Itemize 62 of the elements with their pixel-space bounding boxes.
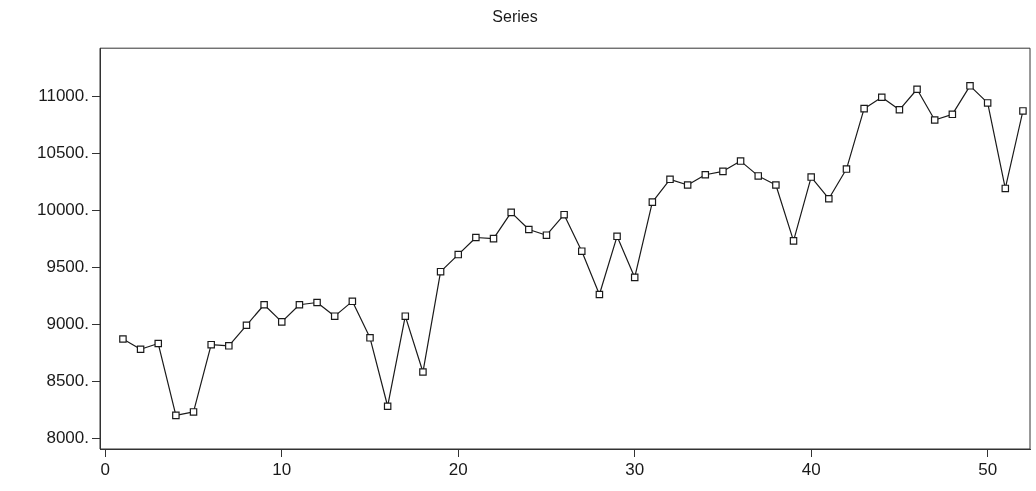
- point: [701, 170, 710, 179]
- y-tick-label: 10000.: [37, 199, 89, 219]
- y-tick-label: 9000.: [46, 313, 89, 333]
- y-tick-label: 9500.: [46, 256, 89, 276]
- point: [877, 93, 886, 102]
- point: [454, 250, 463, 259]
- x-tick-label: 10: [272, 459, 292, 479]
- point: [295, 300, 304, 309]
- point: [401, 312, 410, 320]
- point: [277, 318, 286, 326]
- point: [260, 300, 268, 309]
- point: [930, 116, 939, 124]
- point: [683, 181, 692, 189]
- x-tick-label: 0: [100, 459, 111, 479]
- point: [613, 232, 621, 241]
- point: [119, 335, 127, 343]
- y-tick-label: 8000.: [46, 427, 89, 447]
- point: [1019, 107, 1027, 115]
- point: [189, 408, 198, 416]
- point: [542, 231, 551, 239]
- point: [789, 237, 798, 245]
- x-tick-label: 50: [978, 459, 998, 479]
- point: [983, 99, 992, 107]
- chart-title: Series: [492, 8, 538, 26]
- point: [577, 247, 586, 255]
- point: [630, 273, 639, 282]
- point: [525, 225, 533, 234]
- point: [807, 173, 815, 181]
- point: [383, 402, 392, 411]
- point: [436, 267, 445, 276]
- x-tick-label: 30: [625, 459, 645, 479]
- point: [419, 368, 427, 376]
- point: [154, 339, 163, 348]
- point: [772, 181, 780, 189]
- point: [825, 194, 833, 203]
- point: [648, 198, 657, 206]
- point: [225, 342, 233, 350]
- point: [666, 175, 674, 184]
- y-tick-label: 8500.: [46, 370, 89, 390]
- point: [860, 104, 868, 113]
- point: [719, 167, 727, 176]
- point: [842, 165, 851, 173]
- point: [313, 298, 321, 307]
- y-tick-label: 10500.: [37, 142, 89, 162]
- point: [136, 345, 145, 354]
- point: [366, 334, 374, 342]
- point: [207, 340, 215, 349]
- y-tick-label: 11000.: [38, 85, 89, 105]
- point: [242, 321, 251, 330]
- point: [895, 105, 904, 114]
- point: [507, 208, 515, 217]
- point: [913, 85, 921, 94]
- x-tick-label: 20: [448, 459, 468, 479]
- point: [1001, 184, 1010, 193]
- point: [736, 157, 745, 165]
- x-tick-label: 40: [801, 459, 821, 479]
- point: [754, 172, 763, 180]
- point: [472, 233, 480, 242]
- point: [172, 411, 180, 420]
- point: [330, 312, 339, 320]
- point: [966, 82, 974, 90]
- point: [560, 210, 568, 219]
